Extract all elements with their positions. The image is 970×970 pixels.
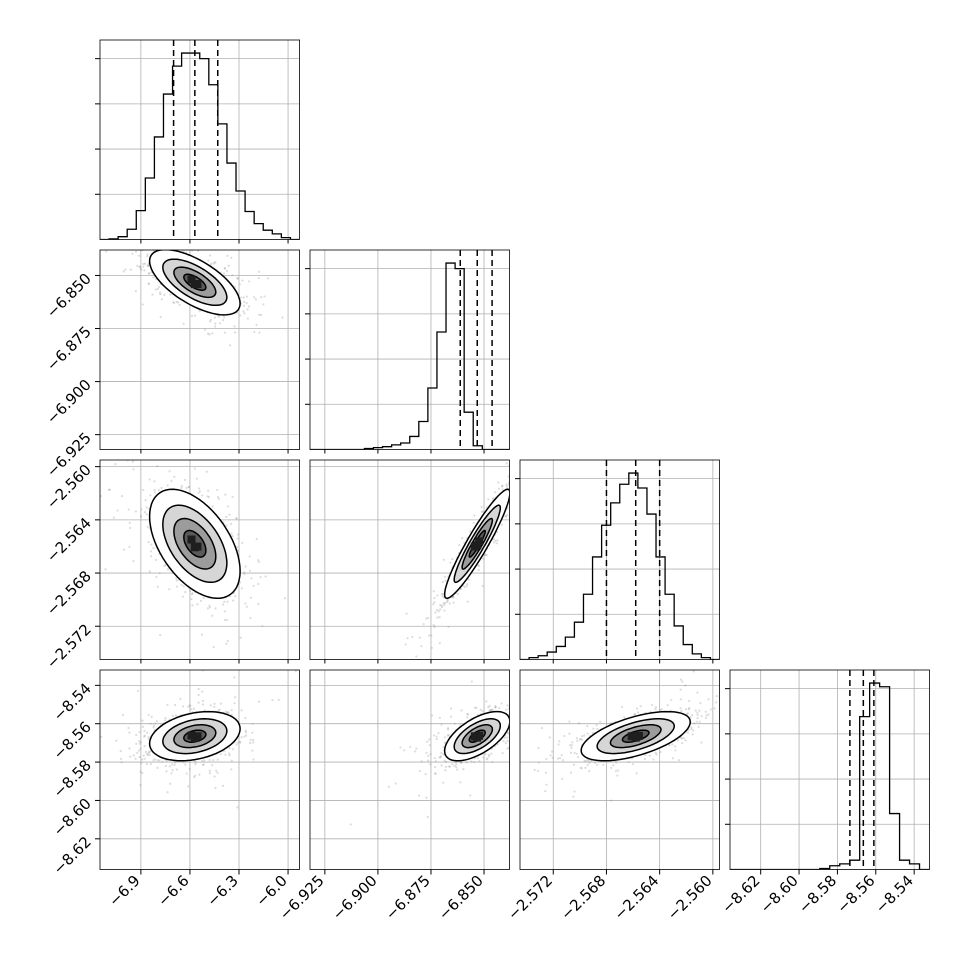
ytick-label-3-4: −8.54 <box>50 679 95 724</box>
xtick-label-2-1: −2.568 <box>557 872 609 924</box>
density-2-0-frame <box>99 459 300 660</box>
histogram-panel-0 <box>95 39 300 240</box>
xtick-label-2-2: −2.564 <box>610 872 662 924</box>
xtick-label-1-3: −6.850 <box>435 872 487 924</box>
xtick-label-3-0: −8.62 <box>718 872 763 917</box>
density-core-3-2 <box>627 731 643 742</box>
density-3-0-frame <box>99 669 300 870</box>
density-2-1-content <box>404 462 510 658</box>
xtick-label-1-2: −6.875 <box>382 872 434 924</box>
density-core-3-1 <box>470 731 484 742</box>
ytick-label-1-1: −6.900 <box>43 376 95 428</box>
density-panel-2-1 <box>309 459 510 660</box>
ytick-label-3-0: −8.62 <box>50 833 95 878</box>
xtick-label-0-1: −6.6 <box>154 872 192 910</box>
histogram-panel-3 <box>725 669 930 870</box>
ytick-label-2-0: −2.572 <box>43 620 95 672</box>
density-2-0-content <box>100 460 286 649</box>
xtick-label-0-2: −6.3 <box>203 872 241 910</box>
ytick-label-2-2: −2.564 <box>43 514 95 566</box>
xtick-label-3-3: −8.56 <box>833 872 878 917</box>
density-panel-2-0 <box>99 459 300 660</box>
ytick-label-3-1: −8.60 <box>50 795 95 840</box>
histogram-2-frame <box>519 459 720 660</box>
xtick-label-2-3: −2.560 <box>664 872 716 924</box>
density-cell-1-0-2 <box>190 280 199 289</box>
density-cell-1-0-0 <box>187 275 196 284</box>
density-cell-3-2-2 <box>631 733 640 742</box>
density-cell-2-0-2 <box>190 543 199 552</box>
density-2-1-frame <box>309 459 510 660</box>
histogram-panel-2 <box>515 459 720 660</box>
histogram-3-bars <box>730 682 930 870</box>
histogram-0-frame <box>99 39 300 240</box>
ytick-label-1-3: −6.850 <box>43 270 95 322</box>
ytick-label-2-1: −2.568 <box>43 567 95 619</box>
ytick-label-3-3: −8.56 <box>50 718 95 763</box>
density-panel-1-0 <box>99 249 300 450</box>
density-cell-2-1-2 <box>473 541 482 550</box>
density-cell-3-0-2 <box>190 733 199 742</box>
ytick-label-3-2: −8.58 <box>50 756 95 801</box>
density-3-2-content <box>520 670 718 802</box>
density-cell-2-0-0 <box>187 535 196 544</box>
xtick-label-3-4: −8.54 <box>872 872 917 917</box>
density-panel-3-0 <box>99 669 300 870</box>
density-1-0-frame <box>99 249 300 450</box>
xtick-label-2-0: −2.572 <box>504 872 556 924</box>
xtick-label-1-1: −6.900 <box>329 872 381 924</box>
xtick-label-0-0: −6.9 <box>105 872 143 910</box>
density-core-2-0 <box>187 535 202 552</box>
histogram-0-bars <box>100 52 300 240</box>
density-panel-3-1 <box>309 669 510 870</box>
histogram-panel-1 <box>305 249 510 450</box>
density-panel-3-2 <box>519 669 720 870</box>
density-3-1-frame <box>309 669 510 870</box>
density-3-0-content <box>100 670 297 809</box>
density-3-2-frame <box>519 669 720 870</box>
density-1-0-content <box>105 250 284 347</box>
density-3-1-content <box>349 680 510 826</box>
density-cell-3-1-2 <box>473 733 482 742</box>
histogram-1-bars <box>310 262 510 450</box>
xtick-label-3-1: −8.60 <box>757 872 802 917</box>
density-core-3-0 <box>187 731 202 742</box>
histogram-1-frame <box>309 249 510 450</box>
ytick-label-1-2: −6.875 <box>43 323 95 375</box>
histogram-2-bars <box>520 472 720 660</box>
density-core-1-0 <box>187 275 202 289</box>
density-core-2-1 <box>470 537 484 551</box>
histogram-3-frame <box>729 669 930 870</box>
xtick-label-3-2: −8.58 <box>795 872 840 917</box>
